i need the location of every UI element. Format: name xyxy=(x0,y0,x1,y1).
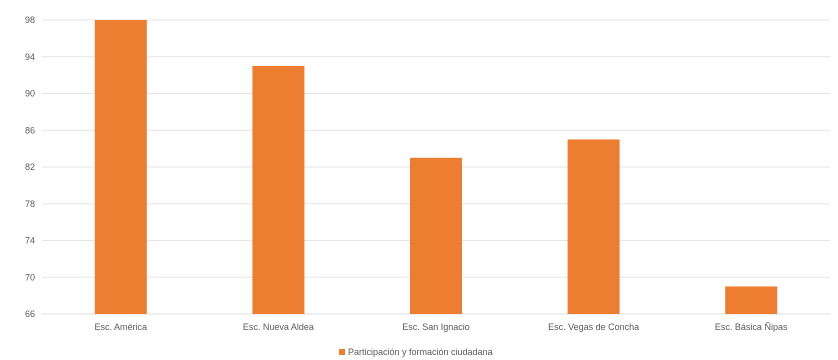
y-tick-label: 78 xyxy=(25,199,35,209)
y-tick-label: 70 xyxy=(25,272,35,282)
y-tick-label: 74 xyxy=(25,236,35,246)
y-tick-label: 82 xyxy=(25,162,35,172)
bar xyxy=(252,65,305,314)
x-category-label: Esc. Vegas de Concha xyxy=(548,322,639,332)
legend-swatch xyxy=(339,349,345,355)
bar xyxy=(725,286,778,314)
x-category-label: Esc. San Ignacio xyxy=(402,322,470,332)
x-category-label: Esc. Nueva Aldea xyxy=(243,322,314,332)
y-axis-ticks: 66 70 74 78 82 86 90 94 98 xyxy=(25,15,35,319)
legend: Participación y formación ciudadana xyxy=(339,347,493,357)
x-category-label: Esc. América xyxy=(95,322,148,332)
legend-label: Participación y formación ciudadana xyxy=(348,347,493,357)
y-tick-label: 90 xyxy=(25,89,35,99)
bar xyxy=(567,139,620,314)
y-tick-label: 66 xyxy=(25,309,35,319)
bar xyxy=(94,20,147,314)
x-category-label: Esc. Básica Ñipas xyxy=(715,322,788,332)
y-tick-label: 86 xyxy=(25,125,35,135)
y-tick-label: 98 xyxy=(25,15,35,25)
y-tick-label: 94 xyxy=(25,52,35,62)
bar xyxy=(410,157,462,314)
x-axis-categories: Esc. América Esc. Nueva Aldea Esc. San Ign… xyxy=(95,322,788,332)
bars xyxy=(94,20,778,314)
